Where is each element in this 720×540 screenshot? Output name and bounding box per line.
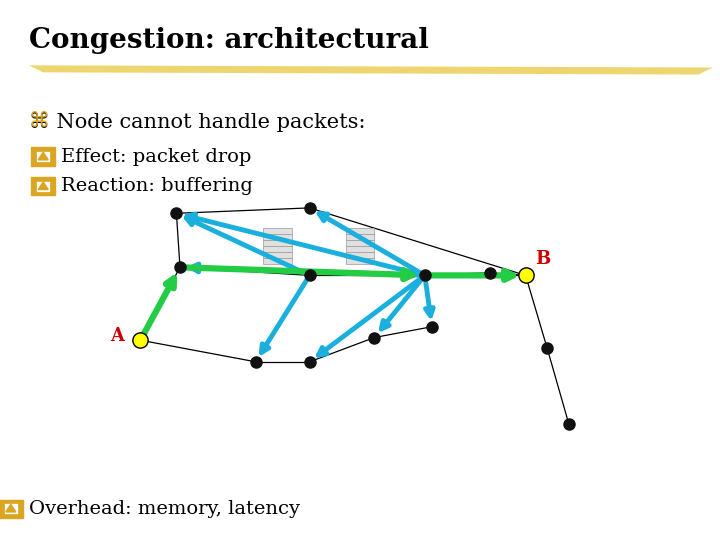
Text: ⌘ Node cannot handle packets:: ⌘ Node cannot handle packets: (29, 111, 365, 132)
Bar (263, 246, 292, 252)
Text: A: A (110, 327, 124, 345)
FancyBboxPatch shape (36, 181, 50, 192)
Text: Reaction: buffering: Reaction: buffering (61, 177, 253, 195)
Bar (263, 240, 292, 246)
Bar (263, 234, 292, 240)
Polygon shape (6, 504, 16, 512)
Bar (263, 258, 292, 264)
Polygon shape (29, 65, 713, 75)
Text: Effect: packet drop: Effect: packet drop (61, 147, 251, 166)
FancyBboxPatch shape (36, 151, 50, 162)
FancyBboxPatch shape (31, 177, 55, 195)
FancyBboxPatch shape (31, 147, 55, 166)
Text: Congestion: architectural: Congestion: architectural (29, 27, 428, 54)
Bar (263, 228, 292, 234)
Bar (263, 252, 292, 258)
Text: ⌘: ⌘ (29, 112, 50, 131)
FancyBboxPatch shape (0, 500, 23, 518)
Polygon shape (38, 152, 48, 160)
Bar (346, 252, 374, 258)
Bar (346, 258, 374, 264)
Bar (346, 234, 374, 240)
Text: B: B (536, 250, 551, 268)
FancyBboxPatch shape (4, 503, 18, 514)
Bar (346, 228, 374, 234)
Bar (346, 240, 374, 246)
Text: Overhead: memory, latency: Overhead: memory, latency (29, 500, 300, 518)
Polygon shape (38, 182, 48, 190)
Bar (346, 246, 374, 252)
